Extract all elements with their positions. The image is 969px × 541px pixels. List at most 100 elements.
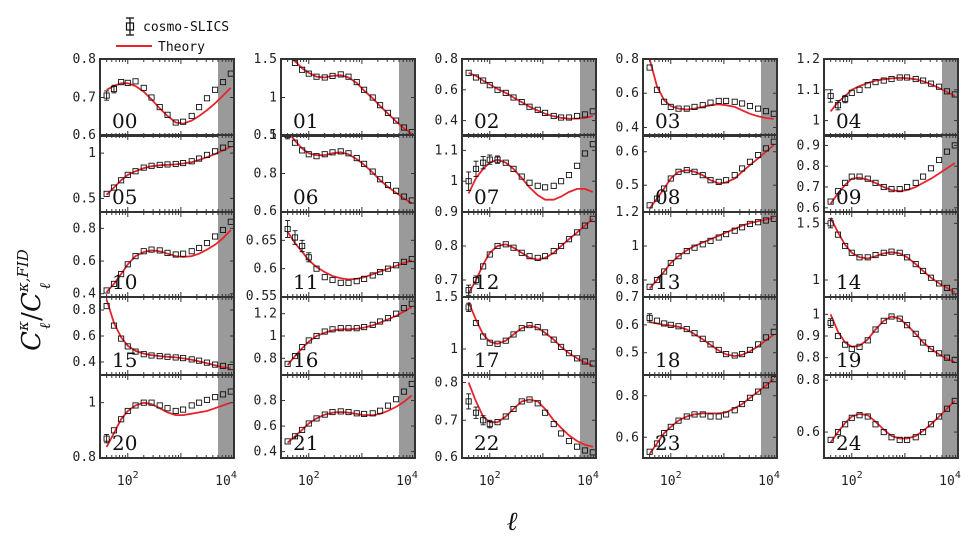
sims-point-01-15 [400,124,408,131]
sims-point-08-6 [691,168,698,175]
ylabel-sup1: κ [14,321,32,332]
sims-point-23-5 [683,413,690,420]
sims-point-01-11 [369,94,376,101]
sims-point-14-4 [856,254,863,261]
sims-point-06-6 [329,149,336,156]
shaded-region-02 [580,59,596,136]
sims-point-07-4 [494,155,501,164]
sims-point-11-11 [369,272,376,279]
panel-label-08: 08 [655,185,680,209]
sims-point-10-14 [212,233,219,240]
panel-14: 1 1.5 14 [797,211,959,298]
panel-02: 0.4 0.6 0.8 02 [435,52,597,137]
legend-sims-label: cosmo-SLICS [143,20,229,35]
sims-point-06-12 [377,176,384,183]
ylabel-slash: / [17,312,47,321]
panel-data-18 [646,313,777,359]
sims-point-23-13 [746,394,754,401]
sims-point-22-9 [534,400,541,407]
ytick-label-14-0: 1 [812,273,820,288]
sims-point-12-6 [510,244,517,251]
xtick-label-20-0: 102 [117,470,139,489]
sims-point-18-9 [715,346,722,353]
sims-point-15-15 [219,362,227,369]
sims-point-17-4 [494,340,501,347]
sims-point-01-6 [329,72,336,79]
xtick-label-20-1: 104 [215,470,237,489]
sims-point-21-13 [384,402,392,409]
ytick-label-11-0: 0.55 [246,289,277,304]
sims-point-18-3 [667,321,674,328]
panel-08: 0.5 0.6 08 [616,134,778,213]
sims-point-06-13 [384,181,392,189]
sims-point-24-10 [904,436,911,443]
sims-point-24-5 [864,413,871,420]
ytick-label-15-1: 0.6 [73,329,96,344]
sims-point-15-3 [124,343,131,350]
xtick-label-23-1: 104 [758,470,780,489]
sims-point-09-11 [912,179,919,186]
sims-point-04-15 [943,88,951,95]
sims-point-03-5 [683,105,690,112]
sims-point-15-11 [188,356,195,363]
ytick-label-03-0: 0.4 [616,120,640,135]
sims-point-12-3 [486,251,493,258]
shaded-region-06 [399,135,415,212]
sims-point-09-7 [880,183,887,191]
sims-point-01-2 [299,66,306,73]
ytick-label-13-0: 0.8 [616,273,639,288]
ytick-label-11-2: 0.65 [246,233,277,248]
xtick-label-22-1: 104 [577,470,599,489]
sims-point-11-0 [284,220,291,238]
sims-point-17-10 [542,329,549,336]
panel-09: 0.6 0.7 0.8 0.9 09 [797,134,959,216]
shaded-region-12 [580,212,596,297]
ytick-label-16-1: 1 [269,329,277,344]
sims-point-10-10 [180,250,187,257]
sims-point-00-2 [118,79,125,86]
sims-point-00-6 [148,94,155,101]
sims-point-01-14 [393,117,400,124]
sims-point-19-1 [834,332,842,340]
ytick-label-05-1: 1 [88,146,96,161]
sims-point-13-13 [746,220,754,227]
sims-point-16-12 [377,318,384,325]
sims-point-18-8 [707,341,714,348]
sims-point-13-2 [661,268,668,275]
sims-point-12-8 [526,253,533,260]
sims-point-24-8 [888,434,895,441]
ytick-label-07-0: 1 [450,174,458,189]
ytick-label-02-0: 0.4 [435,114,459,129]
shaded-region-04 [942,59,958,136]
sims-point-16-14 [393,310,400,317]
sims-point-22-5 [502,413,509,420]
panel-label-03: 03 [655,109,680,133]
sims-point-02-9 [534,106,541,113]
sims-point-22-6 [510,405,517,413]
sims-point-06-9 [353,155,360,162]
sims-point-06-5 [321,151,328,158]
panel-data-07 [465,141,596,201]
sims-point-04-7 [880,77,887,84]
sims-point-11-13 [384,265,392,272]
sims-point-10-3 [124,261,131,268]
sims-point-12-2 [480,263,487,270]
ytick-label-19-0: 0.8 [797,351,820,366]
sims-point-18-5 [683,325,690,333]
sims-point-23-12 [739,401,746,408]
sims-point-15-0 [103,303,110,310]
ytick-label-04-2: 1.2 [797,52,820,67]
legend-theory-label: Theory [158,40,205,55]
sims-point-05-5 [140,164,147,171]
sims-point-21-15 [400,388,408,395]
sims-point-24-1 [834,429,842,436]
sims-point-17-3 [486,339,493,346]
sims-point-07-5 [502,159,509,166]
panel-data-05 [103,141,234,197]
sims-point-02-0 [465,69,472,76]
sims-point-24-2 [842,421,849,428]
sims-point-02-1 [472,74,480,81]
sims-point-05-3 [124,171,131,178]
sims-point-12-5 [502,241,509,248]
